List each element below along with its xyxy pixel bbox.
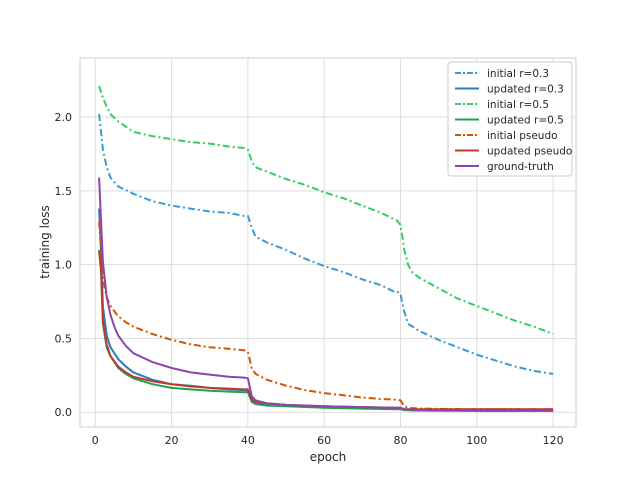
legend-label: updated pseudo: [487, 146, 572, 158]
x-tick-label: 0: [92, 434, 99, 447]
x-tick-label: 120: [543, 434, 564, 447]
x-axis-ticks: 0 20 40 60 80 100 120: [92, 434, 564, 447]
x-tick-label: 40: [241, 434, 255, 447]
legend-label: updated r=0.3: [487, 84, 564, 96]
x-axis-label: epoch: [310, 450, 347, 464]
y-tick-label: 2.0: [55, 111, 73, 124]
legend-label: initial pseudo: [487, 130, 558, 142]
series-line-6: [98, 177, 554, 412]
legend-label: initial r=0.5: [487, 99, 549, 111]
legend-box: [447, 61, 573, 177]
series-line-4: [98, 221, 554, 411]
series-line-0: [98, 113, 554, 375]
y-tick-label: 0.5: [55, 332, 73, 345]
x-tick-label: 80: [393, 434, 407, 447]
series-lines: [98, 85, 554, 412]
series-line-2: [98, 85, 554, 335]
y-tick-label: 0.0: [55, 406, 73, 419]
legend-label: updated r=0.5: [487, 115, 564, 127]
x-tick-label: 60: [317, 434, 331, 447]
x-tick-label: 20: [165, 434, 179, 447]
legend-label: initial r=0.3: [487, 68, 549, 80]
y-tick-label: 1.5: [55, 185, 73, 198]
y-axis-ticks: 0.0 0.5 1.0 1.5 2.0: [55, 111, 73, 419]
x-tick-label: 100: [466, 434, 487, 447]
y-axis-label: training loss: [38, 205, 52, 278]
legend: initial r=0.3 updated r=0.3 initial r=0.5 u…: [447, 61, 573, 177]
legend-label: ground-truth: [487, 161, 554, 173]
y-tick-label: 1.0: [55, 259, 73, 272]
